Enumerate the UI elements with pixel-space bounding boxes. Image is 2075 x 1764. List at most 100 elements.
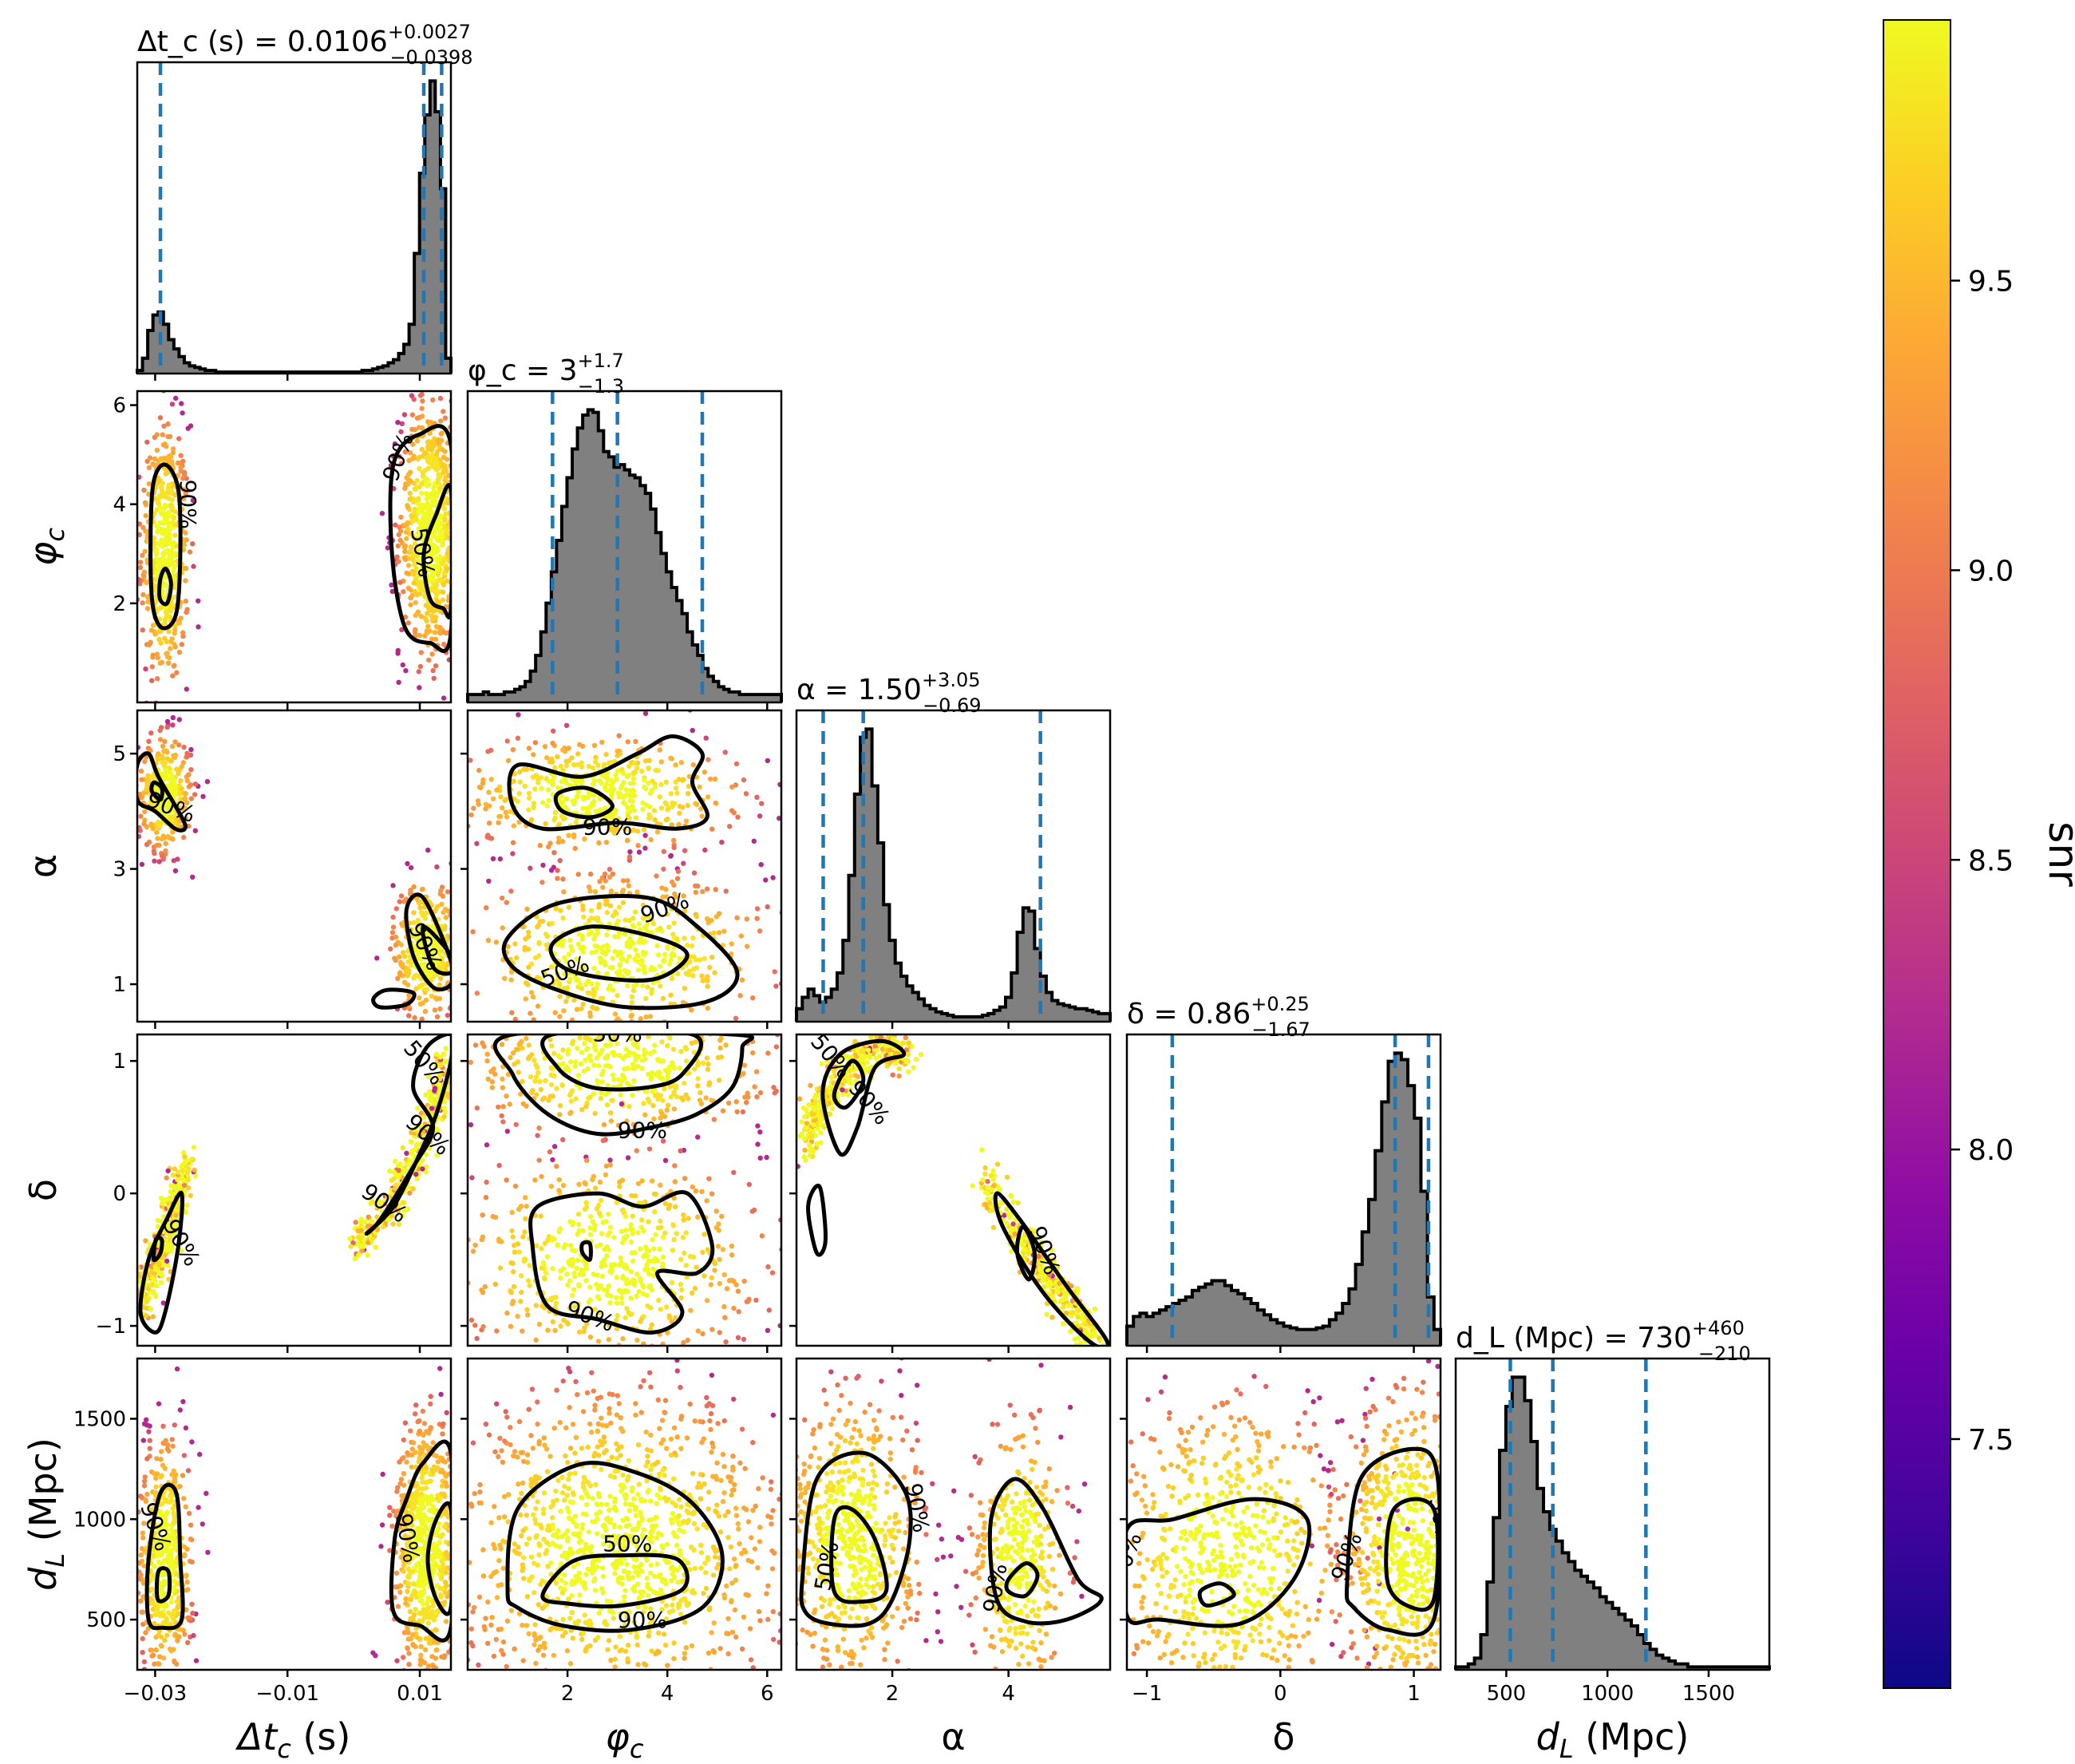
scatter-point [741,1336,747,1343]
scatter-point [569,947,575,954]
scatter-point [703,976,709,983]
scatter-point [619,1228,625,1235]
scatter-point [591,765,596,771]
scatter-point [628,1269,634,1275]
scatter-point [146,738,152,744]
scatter-point [681,860,686,866]
scatter-point [397,524,402,530]
scatter-point [634,952,640,959]
scatter-point [585,978,591,984]
scatter-point [417,905,423,911]
scatter-point [556,1177,562,1183]
scatter-point [657,747,662,753]
scatter-point [651,808,658,813]
scatter-point [392,955,397,961]
hist-bar [1224,1285,1232,1346]
scatter-point [773,1044,780,1050]
hist-bar [1394,1053,1402,1346]
scatter-point [597,796,603,802]
hist-bar [1487,1582,1494,1670]
scatter-point [144,841,150,848]
scatter-point [630,803,635,809]
scatter-point [658,1115,663,1121]
scatter-point [635,967,642,973]
scatter-point [552,815,558,821]
scatter-point [184,607,190,612]
hist-bar [907,986,913,1022]
scatter-point [569,1017,575,1022]
scatter-point [409,545,415,552]
scatter-point [180,1149,187,1156]
scatter-point [142,548,148,554]
hist-frame [795,709,1112,1023]
scatter-point [411,580,417,586]
scatter-point [642,785,649,791]
scatter-point [611,913,616,919]
scatter-point [605,1029,610,1034]
scatter-point [443,511,449,517]
scatter-point [182,1154,188,1160]
scatter-point [626,1053,631,1058]
scatter-point [504,1177,509,1183]
scatter-point [162,616,168,622]
scatter-point [472,1242,478,1248]
scatter-point [437,395,444,401]
scatter-point [170,722,176,728]
scatter-point [407,450,413,456]
scatter-point [670,837,677,844]
scatter-point [594,1282,599,1287]
scatter-point [642,950,649,955]
scatter-point [637,1246,643,1252]
scatter-point [580,907,586,912]
scatter-point [757,928,763,934]
scatter-point [568,1109,574,1115]
scatter-point [520,1328,525,1334]
hist-bar [1388,1061,1396,1346]
scatter-point [407,496,413,502]
scatter-point [156,501,162,507]
scatter-point [690,762,696,768]
scatter-point [410,456,417,461]
scatter-point [709,1098,714,1103]
scatter-point [446,657,451,662]
scatter-point [512,771,518,777]
hist-bar [1063,1005,1070,1022]
hist-bar [142,358,148,374]
scatter-point [180,834,187,840]
scatter-point [172,752,178,758]
scatter-point [605,947,611,953]
hist-bar [666,572,672,702]
scatter-point [752,1084,757,1090]
scatter-point [428,1098,433,1103]
hist-bar [713,681,719,702]
scatter-point [572,1063,578,1070]
scatter-point [599,875,605,881]
scatter-point [677,955,682,961]
scatter-point [588,908,595,914]
scatter-point [595,931,600,936]
hist-bar [435,111,441,374]
scatter-point [445,566,450,572]
scatter-point [563,722,570,729]
scatter-point [164,1175,169,1181]
scatter-point [722,750,728,755]
scatter-point [162,441,168,447]
scatter-point [165,540,171,546]
scatter-point [563,959,570,965]
scatter-point [560,1061,566,1066]
scatter-point [593,1006,599,1011]
scatter-point [474,1105,480,1111]
scatter-point [518,1091,524,1097]
scatter-point [595,762,601,769]
scatter-point [416,501,421,507]
scatter-point [410,1186,416,1192]
scatter-point [191,1145,197,1150]
scatter-point [630,1213,635,1219]
scatter-point [410,533,416,540]
scatter-point [536,1024,540,1029]
scatter-point [699,973,705,979]
scatter-point [140,627,145,633]
scatter-point [746,1181,752,1188]
scatter-point [548,1184,554,1189]
scatter-point [441,380,445,385]
